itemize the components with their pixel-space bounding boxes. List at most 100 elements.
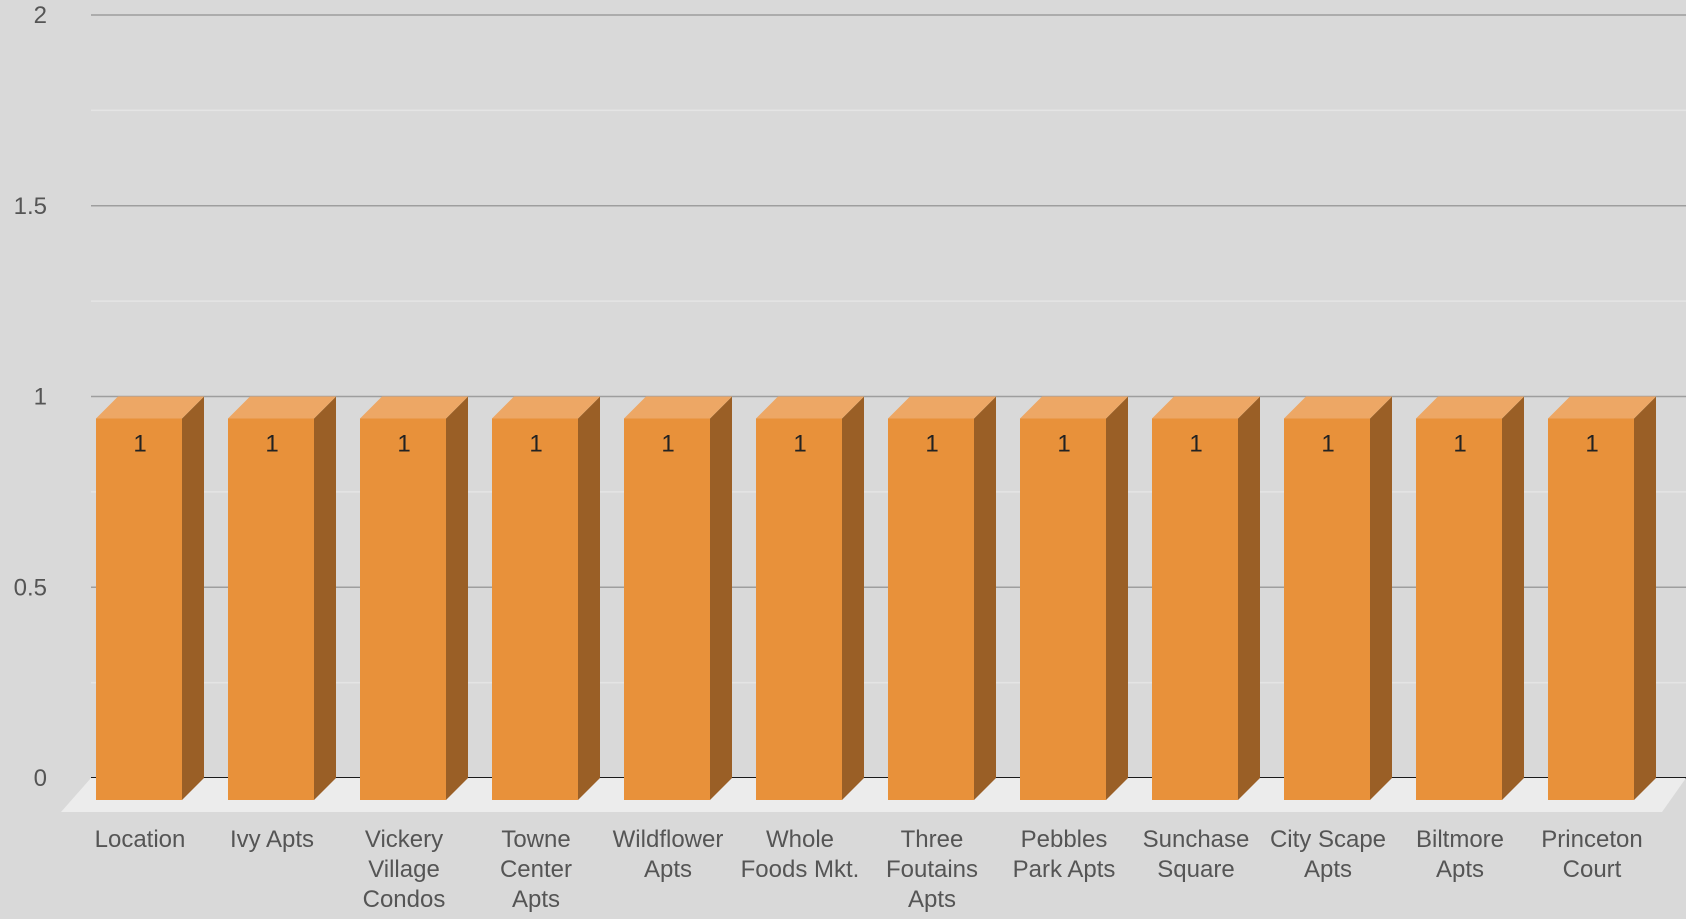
y-tick-label: 1: [34, 384, 47, 411]
bar-side-face: [1106, 396, 1128, 800]
bar-front-face: [360, 418, 446, 800]
y-tick-label: 2: [34, 2, 47, 29]
bar: [96, 396, 204, 800]
bar: [1284, 396, 1392, 800]
x-tick-label-line: Apts: [908, 886, 956, 913]
bar-front-face: [1020, 418, 1106, 800]
bar: [1548, 396, 1656, 800]
y-tick-label: 0.5: [14, 574, 47, 601]
x-tick-label-line: Square: [1157, 856, 1234, 883]
x-tick-label-line: Apts: [512, 886, 560, 913]
data-labels: 1 1 1 1 1 1 1 1 1 1 1 1: [133, 431, 1598, 458]
x-tick-label-line: Sunchase: [1143, 826, 1250, 853]
bar-top-face: [756, 396, 864, 419]
x-tick-label-line: Biltmore: [1416, 826, 1504, 853]
data-label: 1: [925, 431, 938, 458]
bar-front-face: [624, 418, 710, 800]
bar-top-face: [1284, 396, 1392, 419]
x-tick-label: Sunchase Square: [1143, 826, 1250, 883]
data-label: 1: [793, 431, 806, 458]
bar: [1152, 396, 1260, 800]
x-tick-label: Princeton Court: [1541, 826, 1642, 883]
data-label: 1: [397, 431, 410, 458]
data-label: 1: [661, 431, 674, 458]
x-tick-label-line: Three: [901, 826, 964, 853]
x-tick-label-line: Condos: [363, 886, 446, 913]
bar: [756, 396, 864, 800]
bar-side-face: [446, 396, 468, 800]
y-tick-label: 1.5: [14, 193, 47, 220]
x-tick-label-line: Vickery: [365, 826, 443, 853]
bar-front-face: [492, 418, 578, 800]
bar-side-face: [974, 396, 996, 800]
bar-top-face: [1020, 396, 1128, 419]
x-tick-label: Whole Foods Mkt.: [741, 826, 860, 883]
x-tick-label-line: Court: [1563, 856, 1622, 883]
bar: [1416, 396, 1524, 800]
x-tick-label-line: Whole: [766, 826, 834, 853]
x-tick-label-line: Location: [95, 826, 186, 853]
bar-front-face: [888, 418, 974, 800]
bar-side-face: [1370, 396, 1392, 800]
bar-side-face: [182, 396, 204, 800]
bar-front-face: [1416, 418, 1502, 800]
x-tick-label-line: Village: [368, 856, 440, 883]
x-tick-label-line: Park Apts: [1013, 856, 1116, 883]
bar-side-face: [1238, 396, 1260, 800]
x-tick-label: Wildflower Apts: [613, 826, 724, 883]
x-tick-label-line: Towne: [501, 826, 570, 853]
bar-front-face: [756, 418, 842, 800]
data-label: 1: [133, 431, 146, 458]
x-tick-label-line: Princeton: [1541, 826, 1642, 853]
data-label: 1: [1321, 431, 1334, 458]
bar-front-face: [96, 418, 182, 800]
x-tick-label: Biltmore Apts: [1416, 826, 1504, 883]
x-tick-label-line: Foutains: [886, 856, 978, 883]
data-label: 1: [1057, 431, 1070, 458]
chart-floor: [61, 778, 1686, 812]
bar: [228, 396, 336, 800]
bar-front-face: [228, 418, 314, 800]
x-tick-label-line: Apts: [1304, 856, 1352, 883]
data-label: 1: [1453, 431, 1466, 458]
bar: [492, 396, 600, 800]
bar-top-face: [96, 396, 204, 419]
x-tick-label: City Scape Apts: [1270, 826, 1386, 883]
x-axis-tick-labels: Location Ivy Apts Vickery Village Condos Town…: [95, 826, 1643, 913]
bar-side-face: [1634, 396, 1656, 800]
x-tick-label: Towne Center Apts: [500, 826, 572, 913]
x-tick-label-line: Apts: [644, 856, 692, 883]
x-tick-label-line: City Scape: [1270, 826, 1386, 853]
data-label: 1: [265, 431, 278, 458]
x-tick-label-line: Wildflower: [613, 826, 724, 853]
x-tick-label-line: Ivy Apts: [230, 826, 314, 853]
floor-plane: [61, 778, 1686, 812]
bar-front-face: [1284, 418, 1370, 800]
bar-side-face: [314, 396, 336, 800]
x-tick-label-line: Center: [500, 856, 572, 883]
x-tick-label: Three Foutains Apts: [886, 826, 978, 913]
bars: [96, 396, 1656, 800]
y-tick-label: 0: [34, 765, 47, 792]
bar-top-face: [1152, 396, 1260, 419]
x-tick-label-line: Apts: [1436, 856, 1484, 883]
x-tick-label: Pebbles Park Apts: [1013, 826, 1116, 883]
bar-top-face: [492, 396, 600, 419]
bar-top-face: [888, 396, 996, 419]
x-tick-label: Vickery Village Condos: [363, 826, 446, 913]
bar-top-face: [1416, 396, 1524, 419]
bar: [624, 396, 732, 800]
bar-side-face: [842, 396, 864, 800]
bar-side-face: [578, 396, 600, 800]
data-label: 1: [529, 431, 542, 458]
bar-top-face: [228, 396, 336, 419]
data-label: 1: [1585, 431, 1598, 458]
x-tick-label: Ivy Apts: [230, 826, 314, 853]
data-label: 1: [1189, 431, 1202, 458]
bar-front-face: [1548, 418, 1634, 800]
x-tick-label: Location: [95, 826, 186, 853]
bar: [888, 396, 996, 800]
x-tick-label-line: Pebbles: [1021, 826, 1108, 853]
